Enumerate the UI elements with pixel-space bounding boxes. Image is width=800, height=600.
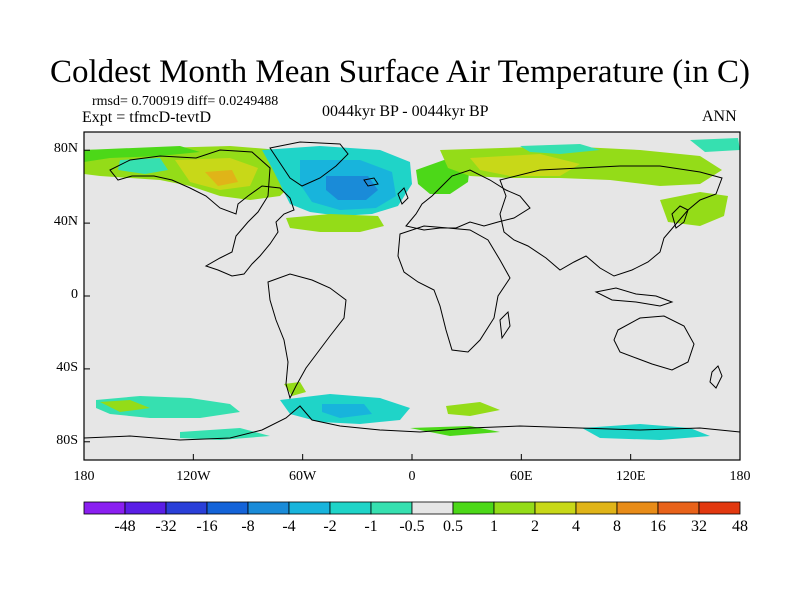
colorbar-swatch <box>206 501 249 515</box>
anomaly-field-weddell-core <box>322 404 372 418</box>
anomaly-field-south-pacific-green <box>100 400 150 412</box>
colorbar-swatch <box>575 501 618 515</box>
colorbar-label: 32 <box>691 518 707 535</box>
latitude-label: 40S <box>56 359 78 375</box>
anomaly-field-east-antarctic <box>410 426 500 436</box>
longitude-label: 120E <box>615 469 646 484</box>
coastline-antarctica <box>83 405 741 441</box>
coastline-uk <box>397 187 409 205</box>
latitude-label: 80S <box>56 432 78 448</box>
longitude-label: 0 <box>408 469 416 484</box>
colorbar-swatch <box>534 501 577 515</box>
coastline-madagascar <box>499 310 511 340</box>
anomaly-field-alaska-cool <box>118 158 168 174</box>
coastline-japan <box>671 205 689 229</box>
anomaly-field-arctic-ocean <box>520 144 600 154</box>
anomaly-field-canada-warmer <box>205 170 238 186</box>
anomaly-field-south-indian <box>446 402 500 416</box>
coastline-iceland <box>363 177 379 187</box>
experiment-label: Expt = tfmcD-tevtD <box>82 109 211 126</box>
colorbar-label: -0.5 <box>399 518 425 535</box>
colorbar-swatch <box>493 501 536 515</box>
colorbar-swatch <box>329 501 372 515</box>
anomaly-field-mid-atlantic-green <box>286 214 384 232</box>
coastline-new-zealand <box>709 365 723 389</box>
colorbar-swatch <box>124 501 167 515</box>
coastline-europe <box>405 169 531 231</box>
colorbar-swatch <box>247 501 290 515</box>
colorbar-swatch <box>411 501 454 515</box>
colorbar-label: 0.5 <box>443 518 463 535</box>
coastlines <box>83 141 741 441</box>
latitude-label: 80N <box>53 141 78 157</box>
colorbar-label: 4 <box>572 518 580 535</box>
colorbar-label: -2 <box>323 518 337 535</box>
colorbar-swatch <box>698 501 741 515</box>
latitude-label: 0 <box>71 287 78 302</box>
colorbar-label: -32 <box>155 518 177 535</box>
coastline-asia <box>499 165 723 277</box>
colorbar-swatch <box>452 501 495 515</box>
colorbar-label: -48 <box>114 518 136 535</box>
longitude-label: 60W <box>289 469 317 484</box>
anomaly-field-east-asia <box>660 192 728 226</box>
anomaly-field-far-east-edge <box>690 138 740 152</box>
anomaly-field-arctic-edge <box>84 146 200 162</box>
anomaly-field-greenland-core <box>326 176 378 200</box>
coastline-south-america <box>267 273 347 400</box>
coastline-greenland <box>269 141 349 187</box>
temperature-anomaly-fields <box>84 138 740 440</box>
colorbar-swatch <box>288 501 331 515</box>
season-label: ANN <box>702 108 737 125</box>
stats-text: rmsd= 0.700919 diff= 0.0249488 <box>92 94 279 109</box>
colorbar-swatch <box>370 501 413 515</box>
period-label: 0044kyr BP - 0044kyr BP <box>322 103 489 120</box>
colorbar-swatch <box>83 501 126 515</box>
coastline-indonesia <box>594 287 674 307</box>
longitude-label: 120W <box>176 469 211 484</box>
page-title: Coldest Month Mean Surface Air Temperatu… <box>50 54 750 90</box>
latitude-label: 40N <box>53 214 78 230</box>
map-panel <box>83 131 741 461</box>
colorbar-label: -8 <box>241 518 255 535</box>
colorbar-label: -16 <box>196 518 218 535</box>
colorbar-label: 8 <box>613 518 621 535</box>
coastline-africa <box>397 225 511 353</box>
map-axis-ticks <box>83 149 741 460</box>
colorbar-swatch <box>657 501 700 515</box>
colorbar-swatch <box>165 501 208 515</box>
colorbar-label: 16 <box>650 518 666 535</box>
coastline-north-america <box>109 149 295 277</box>
anomaly-field-antarctic-coast <box>180 428 270 440</box>
colorbar-swatch <box>616 501 659 515</box>
colorbar <box>83 501 741 515</box>
colorbar-label: 48 <box>732 518 748 535</box>
colorbar-label: 2 <box>531 518 539 535</box>
longitude-label: 60E <box>510 469 533 484</box>
longitude-label: 180 <box>729 469 751 484</box>
anomaly-field-ross-sea <box>582 424 710 440</box>
longitude-label: 180 <box>73 469 95 484</box>
colorbar-label: -1 <box>364 518 378 535</box>
colorbar-label: 1 <box>490 518 498 535</box>
coastline-australia <box>613 315 695 371</box>
colorbar-label: -4 <box>282 518 296 535</box>
anomaly-field-siberia-warm <box>470 154 580 176</box>
